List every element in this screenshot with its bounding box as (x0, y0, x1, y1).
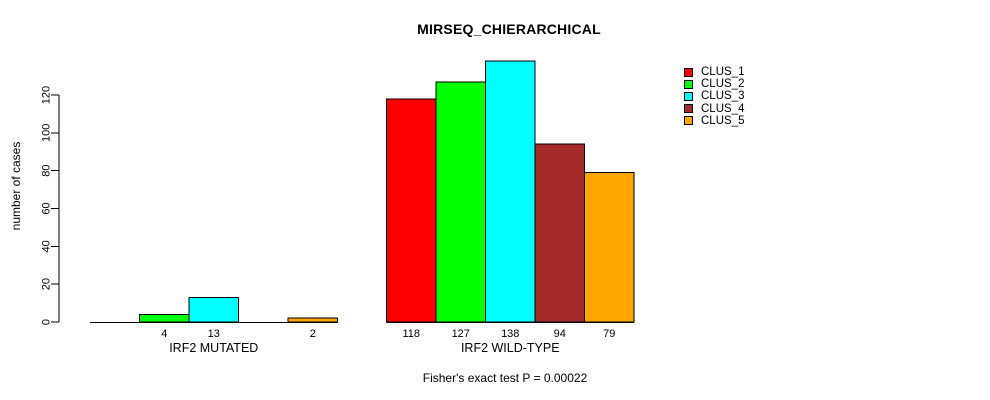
bar-clus_1-wild-type (386, 98, 437, 323)
legend-item-clus_1: CLUS_1 (684, 66, 744, 78)
legend-item-label: CLUS_3 (701, 90, 745, 103)
y-axis-tick-label: 100 (41, 124, 53, 142)
bar-value-label: 127 (452, 328, 470, 340)
y-axis-tick-label: 60 (41, 202, 53, 214)
bar-clus_5-mutated (287, 317, 338, 323)
bar-clus_3-wild-type (485, 60, 536, 323)
bar-value-label: 13 (208, 328, 220, 340)
y-axis-tick-label: 80 (41, 165, 53, 177)
legend-item-clus_4: CLUS_4 (684, 103, 744, 115)
bar-value-label: 79 (603, 328, 615, 340)
bar-clus_5-wild-type (584, 172, 635, 323)
statistical-note: Fisher's exact test P = 0.00022 (422, 371, 588, 385)
bar-clus_3-mutated (188, 296, 239, 323)
legend-swatch (684, 116, 693, 126)
y-axis-tick-label: 40 (41, 240, 53, 252)
legend-item-clus_3: CLUS_3 (684, 90, 744, 102)
legend-item-label: CLUS_1 (701, 66, 745, 79)
bar-value-label: 94 (554, 328, 566, 340)
bar-clus_4-wild-type (534, 143, 585, 323)
legend-swatch (684, 104, 693, 114)
bar-value-label: 4 (161, 328, 167, 340)
bar-clus_2-wild-type (435, 81, 486, 323)
legend-swatch (684, 79, 693, 89)
bar-value-label: 138 (501, 328, 519, 340)
legend-swatch (684, 91, 693, 101)
legend: CLUS_1 CLUS_2 CLUS_3 CLUS_4 CLUS_5 (684, 66, 744, 127)
bar-value-label: 118 (402, 328, 420, 340)
bar-value-label: 2 (310, 328, 316, 340)
legend-item-clus_5: CLUS_5 (684, 115, 744, 127)
legend-item-label: CLUS_4 (701, 102, 745, 115)
y-axis-tick-label: 20 (41, 278, 53, 290)
y-axis-tick-label: 120 (41, 86, 53, 104)
x-group-label: IRF2 MUTATED (169, 341, 258, 355)
legend-item-label: CLUS_5 (701, 114, 745, 127)
chart-title: MIRSEQ_CHIERARCHICAL (417, 21, 601, 37)
x-group-label: IRF2 WILD-TYPE (461, 341, 560, 355)
legend-item-label: CLUS_2 (701, 78, 745, 91)
y-axis-tick-label: 0 (41, 319, 53, 325)
bar-clus_2-mutated (139, 313, 190, 323)
legend-swatch (684, 67, 693, 77)
y-axis-label: number of cases (9, 141, 23, 231)
legend-item-clus_2: CLUS_2 (684, 78, 744, 90)
